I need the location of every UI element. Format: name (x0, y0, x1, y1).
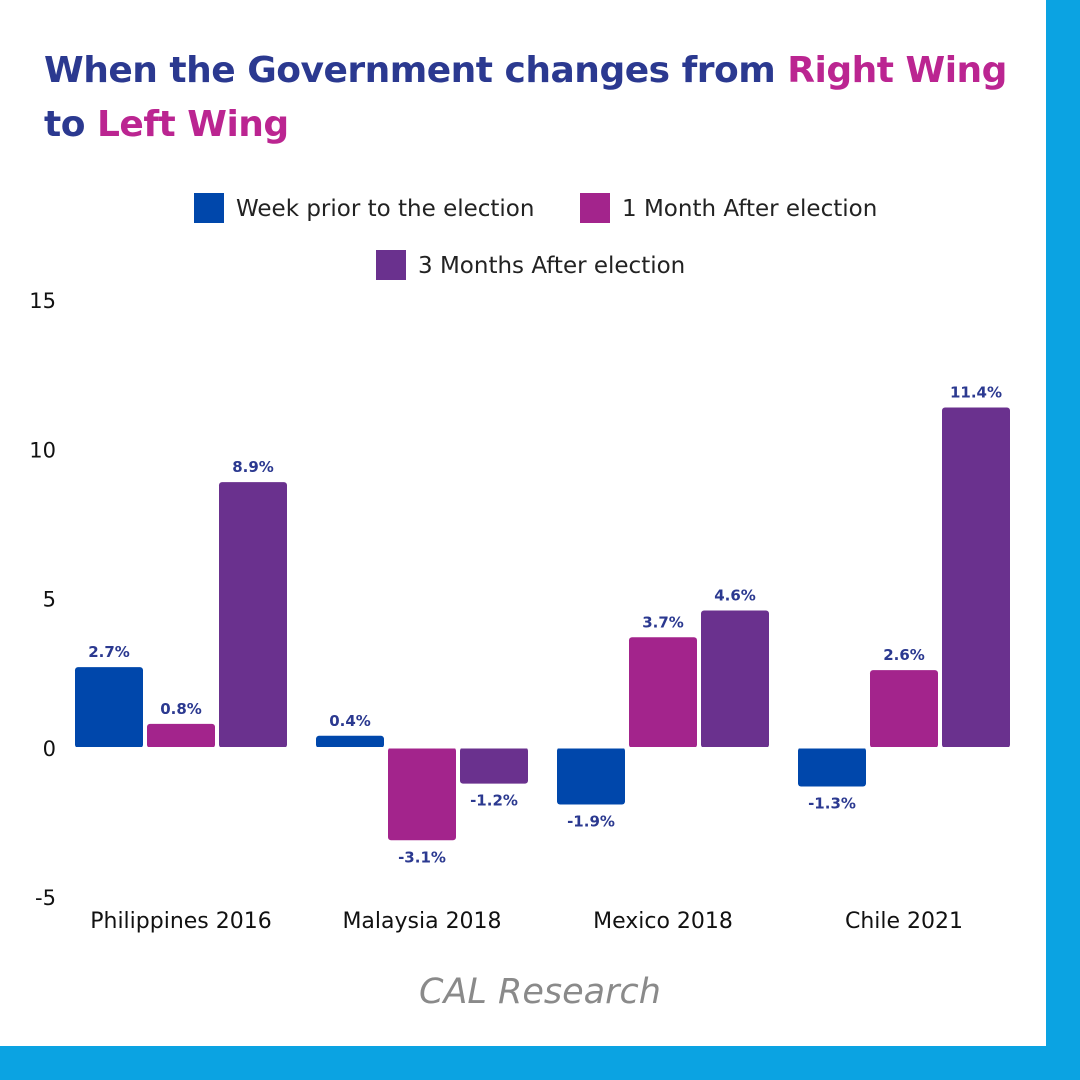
data-label-3-1: -1.9% (567, 812, 615, 830)
bar-4-2 (870, 670, 938, 748)
legend-label-2: 1 Month After election (622, 196, 877, 222)
y-tick-label-1: 15 (29, 289, 56, 313)
bar-2-2 (388, 747, 456, 841)
category-label-1: Philippines 2016 (90, 909, 272, 934)
data-label-2-1: 0.4% (329, 712, 371, 730)
bar-3-2 (629, 637, 697, 748)
right-border-bar (1046, 0, 1080, 1080)
legend-swatch-2 (580, 193, 610, 223)
category-label-4: Chile 2021 (845, 909, 963, 934)
data-label-4-3: 11.4% (950, 383, 1002, 401)
legend-label-1: Week prior to the election (236, 196, 534, 222)
y-tick-label-5: -5 (35, 886, 56, 910)
data-label-3-2: 3.7% (642, 613, 684, 631)
bottom-border-bar (0, 1046, 1080, 1080)
category-label-2: Malaysia 2018 (342, 909, 501, 934)
category-label-3: Mexico 2018 (593, 909, 733, 934)
title-part-2: Right Wing (787, 50, 1007, 91)
bar-2-3 (460, 747, 528, 784)
y-tick-label-2: 10 (29, 438, 56, 462)
legend-swatch-1 (194, 193, 224, 223)
chart-title: When the Government changes from Right W… (44, 44, 1024, 152)
source-credit: CAL Research (419, 972, 661, 1012)
title-part-3: to (44, 104, 97, 145)
bar-3-3 (701, 610, 769, 748)
data-label-1-1: 2.7% (88, 643, 130, 661)
data-label-1-3: 8.9% (232, 458, 274, 476)
bar-4-1 (798, 747, 866, 787)
y-tick-label-3: 5 (43, 588, 56, 612)
legend-label-3: 3 Months After election (418, 253, 685, 279)
data-label-3-3: 4.6% (714, 586, 756, 604)
data-label-4-1: -1.3% (808, 795, 856, 813)
data-label-1-2: 0.8% (160, 700, 202, 718)
bar-3-1 (557, 747, 625, 805)
data-label-2-2: -3.1% (398, 848, 446, 866)
bar-1-1 (75, 667, 143, 748)
y-tick-label-4: 0 (43, 737, 56, 761)
title-part-4: Left Wing (96, 104, 289, 145)
bar-1-3 (219, 482, 287, 748)
bar-4-3 (942, 407, 1010, 748)
bar-1-2 (147, 723, 215, 748)
data-label-4-2: 2.6% (883, 646, 925, 664)
title-part-1: When the Government changes from (44, 50, 788, 91)
bar-2-1 (316, 735, 384, 748)
legend-swatch-3 (376, 250, 406, 280)
data-label-2-3: -1.2% (470, 792, 518, 810)
